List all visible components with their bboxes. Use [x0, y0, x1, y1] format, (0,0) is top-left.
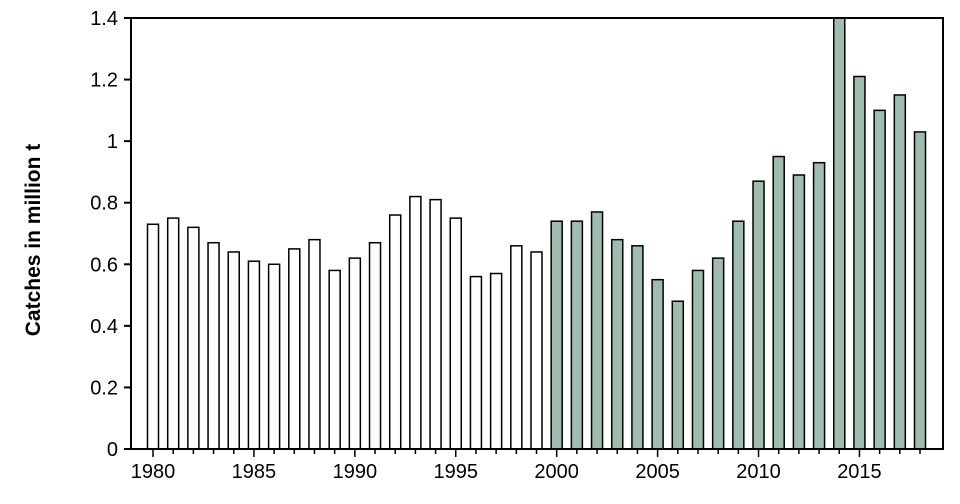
y-tick-label: 1.4	[90, 8, 118, 30]
x-tick-label: 1990	[333, 461, 378, 483]
bar-2014	[833, 17, 846, 450]
bar-1982	[187, 226, 200, 450]
bar-2007	[691, 269, 705, 450]
y-tick-label: 0.6	[90, 254, 118, 276]
y-tick-label: 0.2	[90, 377, 118, 399]
bar-1990	[348, 257, 362, 450]
x-tick-label: 2015	[837, 461, 882, 483]
bar-1985	[247, 260, 261, 450]
bar-1980	[146, 223, 160, 450]
bar-2010	[752, 180, 765, 450]
bar-1995	[449, 217, 463, 450]
bar-1996	[469, 275, 483, 450]
y-tick-label: 0.4	[90, 316, 118, 338]
x-axis: 1980 1985 1990 1995 2000 2005 2010 2015	[131, 449, 921, 483]
x-tick-label: 2010	[736, 461, 781, 483]
bar-2001	[570, 220, 584, 450]
bars-group	[146, 17, 927, 450]
x-tick-label: 1980	[131, 461, 176, 483]
bar-2002	[590, 211, 604, 450]
x-tick-label: 1985	[232, 461, 277, 483]
y-tick-label: 1	[107, 131, 118, 153]
y-tick-label: 1.2	[90, 70, 118, 92]
bar-2008	[711, 257, 725, 450]
bar-2012	[792, 174, 806, 450]
bar-1989	[328, 269, 341, 450]
plot-frame	[130, 17, 944, 450]
bar-2000	[550, 220, 563, 450]
bar-1998	[510, 245, 523, 450]
bar-1987	[288, 248, 301, 450]
x-tick-label: 2000	[534, 461, 579, 483]
y-axis: 0 0.2 0.4 0.6 0.8 1 1.2 1.4	[90, 8, 131, 461]
bar-1994	[429, 198, 442, 450]
bar-1981	[166, 217, 180, 450]
bar-2005	[651, 278, 664, 450]
y-axis-title: Catches in million t	[22, 144, 45, 337]
bar-1983	[207, 241, 220, 450]
bar-2016	[873, 109, 886, 450]
bar-2009	[732, 220, 745, 450]
x-tick-label: 1995	[434, 461, 479, 483]
bar-2006	[671, 300, 685, 450]
x-tick-label: 2005	[635, 461, 680, 483]
bar-2004	[631, 245, 644, 450]
bar-1999	[530, 251, 543, 450]
bar-1991	[368, 241, 382, 450]
bar-2013	[812, 161, 826, 450]
bar-1997	[489, 272, 503, 450]
bar-2018	[913, 131, 927, 450]
bar-1992	[388, 214, 402, 450]
y-tick-label: 0.8	[90, 193, 118, 215]
bar-1993	[409, 195, 422, 450]
bar-2017	[893, 94, 907, 450]
bar-2003	[610, 238, 624, 450]
bar-1984	[227, 251, 240, 450]
bar-1988	[308, 238, 321, 450]
bar-1986	[267, 263, 281, 450]
bar-2015	[853, 75, 866, 450]
bar-2011	[772, 155, 785, 450]
y-tick-label: 0	[107, 439, 118, 461]
